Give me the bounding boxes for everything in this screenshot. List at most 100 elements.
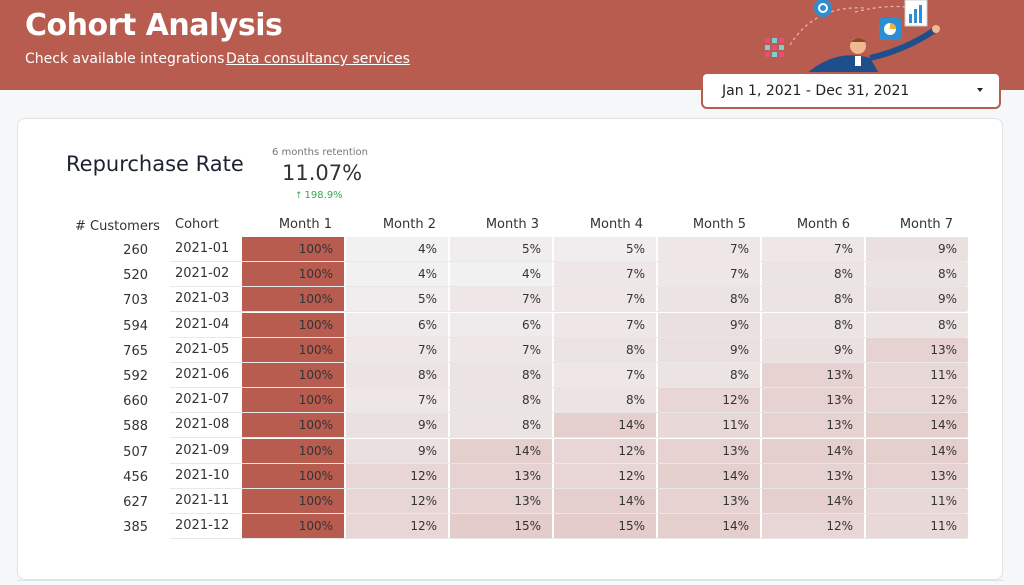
month-header[interactable]: Month 4 (589, 217, 643, 232)
retention-cell: 14% (554, 489, 656, 513)
retention-cell: 7% (554, 312, 656, 337)
caret-down-icon (977, 88, 983, 92)
table-row[interactable]: 2021-04 100% 6% 6% 7% 9% 8% 8% (170, 312, 968, 338)
row-divider (170, 311, 967, 313)
retention-cell: 5% (346, 287, 448, 312)
cohort-header: Cohort (175, 217, 219, 232)
retention-cell: 13% (866, 463, 968, 488)
retention-cell: 4% (450, 262, 552, 287)
retention-cell: 12% (554, 438, 656, 463)
retention-cell: 7% (554, 287, 656, 312)
month-header[interactable]: Month 5 (692, 217, 746, 232)
retention-cell: 7% (346, 388, 448, 413)
page-title: Cohort Analysis (25, 8, 283, 43)
customer-count: 627 (123, 495, 148, 510)
row-divider (170, 361, 967, 363)
header-illustration (765, 0, 940, 75)
date-range-value: Jan 1, 2021 - Dec 31, 2021 (722, 83, 910, 99)
table-row[interactable]: 2021-12 100% 12% 15% 15% 14% 12% 11% (170, 514, 968, 540)
kpi-label: 6 months retention (272, 147, 368, 158)
integrations-link[interactable]: Check available integrations (25, 51, 225, 67)
retention-cell: 100% (242, 262, 344, 287)
retention-cell: 12% (346, 514, 448, 539)
row-divider (170, 286, 967, 288)
retention-cell: 8% (866, 312, 968, 337)
retention-cell: 11% (658, 413, 760, 438)
retention-cell: 100% (242, 463, 344, 488)
table-row[interactable]: 2021-11 100% 12% 13% 14% 13% 14% 11% (170, 489, 968, 514)
retention-cell: 8% (346, 363, 448, 387)
retention-cell: 100% (242, 413, 344, 438)
table-row[interactable]: 2021-06 100% 8% 8% 7% 8% 13% 11% (170, 363, 968, 388)
table-row[interactable]: 2021-01 100% 4% 5% 5% 7% 7% 9% (170, 237, 968, 262)
customer-count: 765 (123, 343, 148, 359)
retention-cell: 13% (762, 463, 864, 488)
row-divider (170, 387, 967, 388)
retention-cell: 13% (762, 388, 864, 413)
retention-cell: 100% (242, 388, 344, 413)
customers-header: # Customers (75, 219, 160, 234)
retention-cell: 14% (866, 438, 968, 463)
retention-cell: 8% (450, 388, 552, 413)
retention-cell: 100% (242, 489, 344, 513)
cohort-label: 2021-01 (175, 241, 230, 256)
retention-cell: 7% (450, 337, 552, 362)
month-header[interactable]: Month 7 (899, 217, 953, 232)
table-row[interactable]: 2021-02 100% 4% 4% 7% 7% 8% 8% (170, 262, 968, 288)
consultancy-link[interactable]: Data consultancy services (226, 51, 410, 67)
customer-count: 588 (123, 419, 148, 435)
retention-cell: 6% (346, 312, 448, 337)
cohort-label: 2021-10 (175, 467, 230, 483)
retention-cell: 11% (866, 514, 968, 539)
arrow-up-icon: ↑ (295, 191, 303, 201)
retention-cell: 8% (554, 337, 656, 362)
cohort-label: 2021-03 (175, 291, 230, 307)
kpi-delta: ↑ 198.9% (295, 190, 343, 201)
month-header[interactable]: Month 1 (278, 217, 332, 232)
row-divider (170, 437, 967, 439)
table-row[interactable]: 2021-10 100% 12% 13% 12% 14% 13% 13% (170, 463, 968, 489)
retention-cell: 14% (658, 463, 760, 488)
retention-cell: 14% (554, 413, 656, 438)
retention-cell: 13% (762, 413, 864, 438)
retention-cell: 8% (866, 262, 968, 287)
date-range-selector[interactable]: Jan 1, 2021 - Dec 31, 2021 (701, 72, 1001, 109)
retention-cell: 12% (762, 514, 864, 539)
cohort-label: 2021-04 (175, 316, 230, 332)
cohort-label: 2021-08 (175, 417, 230, 433)
divider (17, 580, 1003, 581)
table-row[interactable]: 2021-08 100% 9% 8% 14% 11% 13% 14% (170, 413, 968, 439)
cohort-label: 2021-05 (175, 341, 230, 357)
cohort-label: 2021-06 (175, 367, 230, 382)
retention-cell: 12% (866, 388, 968, 413)
retention-cell: 12% (346, 463, 448, 488)
cohort-label: 2021-02 (175, 266, 230, 282)
retention-cell: 12% (554, 463, 656, 488)
retention-cell: 7% (554, 363, 656, 387)
row-divider (170, 538, 967, 540)
retention-cell: 13% (866, 337, 968, 362)
retention-cell: 9% (658, 337, 760, 362)
table-row[interactable]: 2021-07 100% 7% 8% 8% 12% 13% 12% (170, 388, 968, 414)
table-row[interactable]: 2021-05 100% 7% 7% 8% 9% 9% 13% (170, 337, 968, 363)
retention-cell: 9% (762, 337, 864, 362)
cohort-label: 2021-12 (175, 518, 230, 534)
month-header[interactable]: Month 2 (382, 217, 436, 232)
table-row[interactable]: 2021-03 100% 5% 7% 7% 8% 8% 9% (170, 287, 968, 313)
table-row[interactable]: 2021-09 100% 9% 14% 12% 13% 14% 14% (170, 438, 968, 464)
retention-cell: 9% (658, 312, 760, 337)
retention-cell: 13% (658, 489, 760, 513)
retention-cell: 9% (346, 438, 448, 463)
retention-cell: 12% (658, 388, 760, 413)
month-header[interactable]: Month 3 (485, 217, 539, 232)
retention-cell: 7% (346, 337, 448, 362)
kpi-delta-value: 198.9% (304, 190, 343, 201)
retention-cell: 15% (450, 514, 552, 539)
person-icon (805, 25, 940, 75)
month-header[interactable]: Month 6 (796, 217, 850, 232)
row-divider (170, 513, 967, 514)
cohort-label: 2021-11 (175, 493, 230, 508)
retention-cell: 8% (658, 363, 760, 387)
retention-cell: 6% (450, 312, 552, 337)
integration-logo-icon (814, 0, 832, 17)
